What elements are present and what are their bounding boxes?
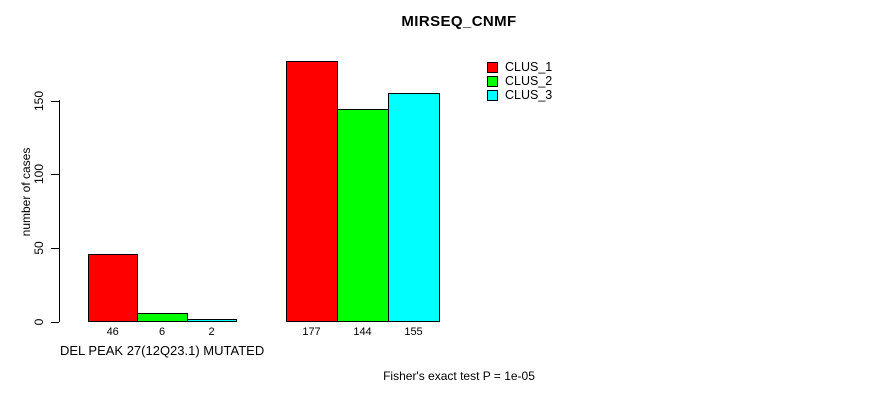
y-axis-label: number of cases bbox=[19, 147, 33, 237]
bar-value-label: 144 bbox=[353, 326, 372, 338]
bar-clus_2-group1 bbox=[137, 312, 188, 323]
y-tick-label: 150 bbox=[32, 90, 46, 111]
legend-label: CLUS_3 bbox=[505, 87, 553, 102]
y-tick-mark bbox=[51, 100, 59, 102]
legend-swatch-clus_3 bbox=[487, 89, 498, 101]
legend: CLUS_1 CLUS_2 CLUS_3 bbox=[487, 61, 552, 102]
legend-swatch-clus_2 bbox=[487, 76, 498, 88]
legend-item-clus_3: CLUS_3 bbox=[487, 88, 552, 102]
legend-label: CLUS_1 bbox=[505, 60, 553, 75]
bar-clus_3-group1 bbox=[186, 318, 238, 323]
bar-value-label: 2 bbox=[208, 326, 215, 338]
bar-clus_2-group2 bbox=[337, 109, 389, 323]
y-tick-mark bbox=[51, 247, 59, 249]
legend-item-clus_1: CLUS_1 bbox=[487, 61, 552, 75]
y-tick-label: 50 bbox=[32, 241, 46, 255]
legend-item-clus_2: CLUS_2 bbox=[487, 75, 552, 89]
bar-clus_3-group2 bbox=[388, 93, 440, 323]
bar-value-label: 155 bbox=[404, 326, 423, 338]
y-tick-mark bbox=[51, 321, 59, 323]
y-axis-line bbox=[59, 100, 60, 322]
legend-label: CLUS_2 bbox=[505, 74, 553, 89]
bar-value-label: 177 bbox=[302, 326, 321, 338]
bar-clus_1-group2 bbox=[286, 60, 338, 323]
y-tick-mark bbox=[51, 174, 59, 176]
legend-swatch-clus_1 bbox=[487, 62, 498, 74]
bar-value-label: 6 bbox=[159, 326, 166, 338]
bar-value-label: 46 bbox=[106, 326, 119, 338]
x-axis-group-label: DEL PEAK 27(12Q23.1) MUTATED bbox=[59, 343, 265, 358]
fisher-test-annotation: Fisher's exact test P = 1e-05 bbox=[383, 369, 535, 383]
bar-clus_1-group1 bbox=[88, 253, 139, 323]
y-tick-label: 0 bbox=[32, 318, 46, 325]
chart-title: MIRSEQ_CNMF bbox=[401, 13, 517, 30]
y-tick-label: 100 bbox=[32, 164, 46, 185]
